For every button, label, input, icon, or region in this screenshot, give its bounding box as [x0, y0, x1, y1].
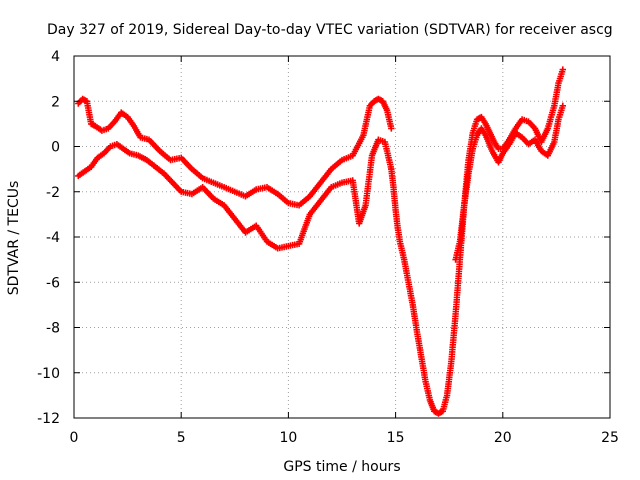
chart-title: Day 327 of 2019, Sidereal Day-to-day VTE…	[47, 22, 613, 38]
y-tick-label: -6	[46, 275, 60, 291]
y-tick-label: -12	[37, 411, 60, 427]
y-tick-label: 4	[51, 49, 60, 65]
x-tick-label: 15	[387, 430, 405, 446]
data-points	[75, 66, 566, 417]
series-1	[75, 136, 395, 252]
series-0	[75, 95, 395, 209]
x-tick-label: 25	[601, 430, 619, 446]
y-tick-label: -4	[46, 230, 60, 246]
x-tick-label: 20	[494, 430, 512, 446]
y-tick-label: -8	[46, 321, 60, 337]
data-point	[559, 102, 566, 109]
data-point	[559, 66, 566, 73]
y-tick-label: 0	[51, 140, 60, 156]
y-tick-label: -10	[37, 366, 60, 382]
grid	[74, 56, 610, 418]
x-tick-label: 0	[70, 430, 79, 446]
y-axis-label: SDTVAR / TECUs	[6, 181, 22, 296]
y-tick-label: -2	[46, 185, 60, 201]
x-tick-label: 5	[177, 430, 186, 446]
y-tick-label: 2	[51, 94, 60, 110]
data-point	[388, 125, 395, 132]
x-axis-label: GPS time / hours	[283, 459, 400, 475]
series-3	[388, 66, 566, 417]
x-tick-label: 10	[279, 430, 297, 446]
